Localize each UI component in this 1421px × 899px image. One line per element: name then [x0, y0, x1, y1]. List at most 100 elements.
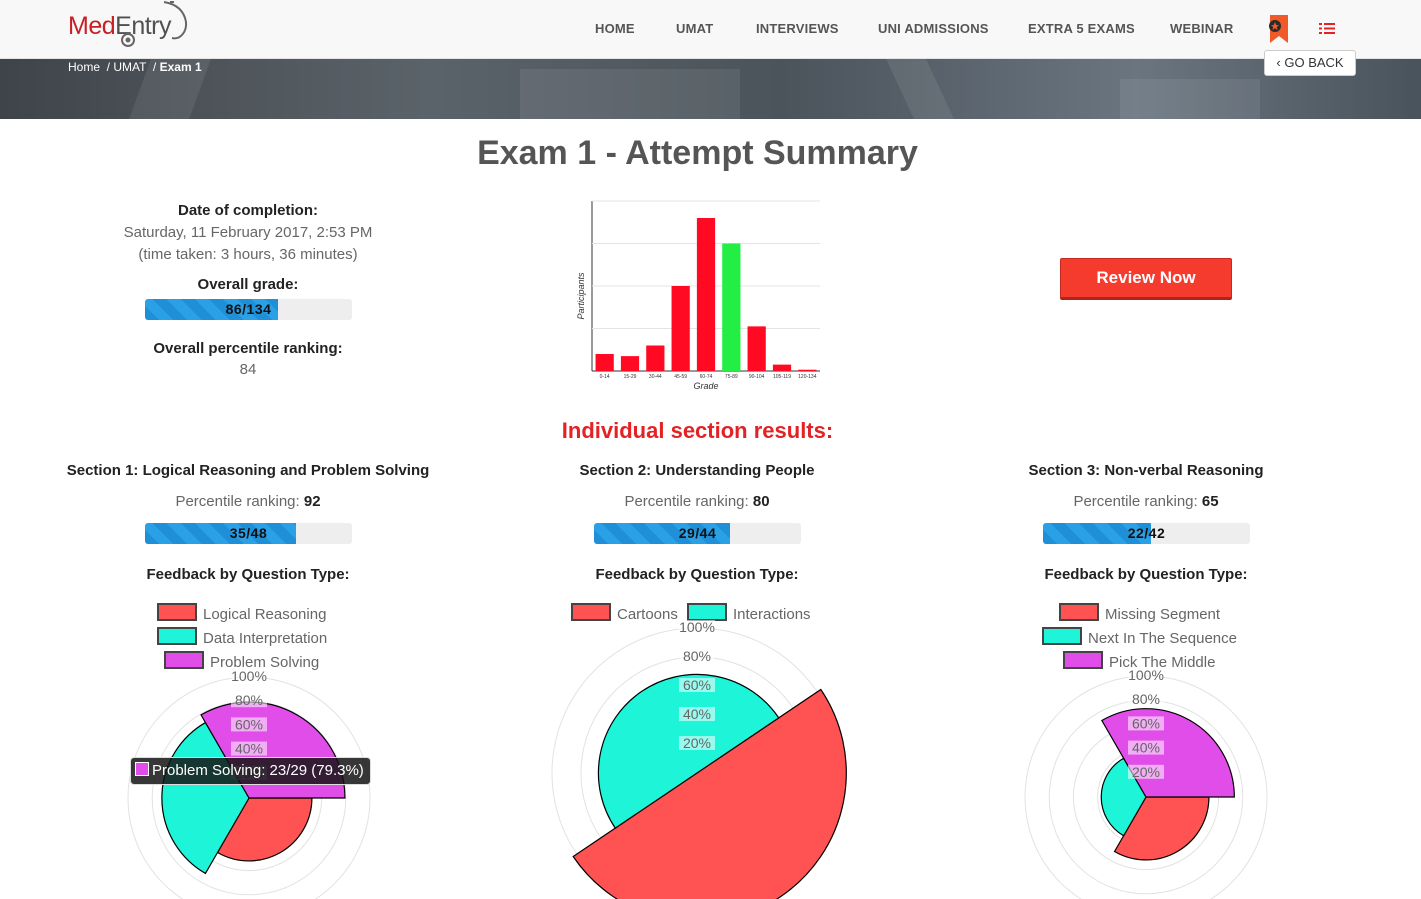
medentry-logo[interactable]: MedEntry	[68, 12, 171, 41]
polar-segment-next-in-the-sequence[interactable]	[1100, 757, 1147, 837]
date-value: Saturday, 11 February 2017, 2:53 PM	[123, 224, 373, 241]
legend-item-problem-solving[interactable]: Problem Solving	[164, 651, 319, 671]
tick-backdrop	[231, 717, 267, 732]
radial-tick-label: 40%	[683, 706, 711, 722]
logo-med: Med	[68, 12, 116, 40]
radial-tick-label: 100%	[231, 668, 267, 684]
chart-tooltip: Problem Solving: 23/29 (79.3%)	[130, 757, 371, 785]
histogram-bar[interactable]	[671, 286, 690, 371]
x-axis-label: Grade	[693, 381, 718, 391]
section-2-score-text: 29/44	[678, 525, 717, 541]
time-taken: (time taken: 3 hours, 36 minutes)	[138, 246, 358, 263]
histogram-bar[interactable]	[620, 356, 640, 371]
radial-tick-label: 20%	[683, 735, 711, 751]
section-2-polar-chart: 20% 40% 60% 80% 100%	[551, 619, 847, 899]
legend-item-data-interpretation[interactable]: Data Interpretation	[157, 627, 327, 647]
hero-banner	[0, 59, 1421, 119]
nav-extra-5-exams[interactable]: EXTRA 5 EXAMS	[1028, 21, 1135, 36]
page-title: Exam 1 - Attempt Summary	[477, 134, 918, 172]
section-3-score-text: 22/42	[1127, 525, 1166, 541]
section-3-polar-chart: 20% 40% 60% 80% 100%	[1024, 667, 1268, 899]
bookmark-icon[interactable]	[1264, 13, 1296, 45]
section-1-percentile: Percentile ranking: 92	[175, 493, 321, 510]
x-tick-label: 45-59	[674, 374, 687, 380]
section-3-score-bar: 22/42	[1043, 523, 1250, 544]
tick-backdrop	[679, 678, 715, 692]
overall-grade-text: 86/134	[225, 301, 272, 317]
red-swatch-icon	[1059, 603, 1099, 621]
section-1-score-fill	[145, 523, 296, 544]
x-tick-label: 120-134	[798, 374, 817, 380]
overall-grade-bar: 86/134	[145, 299, 352, 320]
cyan-swatch-icon	[157, 627, 197, 645]
radial-tick-label: 60%	[235, 716, 263, 732]
percentile-label: Overall percentile ranking:	[153, 340, 343, 357]
nav-umat[interactable]: UMAT	[676, 21, 714, 36]
legend-item-pick-the-middle[interactable]: Pick The Middle	[1063, 651, 1215, 671]
radial-tick-label: 60%	[1132, 715, 1160, 731]
nav-uni-admissions[interactable]: UNI ADMISSIONS	[878, 21, 989, 36]
histogram-bar[interactable]	[595, 354, 614, 371]
legend-item-cartoons[interactable]: Cartoons	[571, 603, 678, 623]
polar-segment-cartoons[interactable]	[572, 688, 847, 899]
x-tick-label: 105-119	[773, 374, 791, 380]
chevron-left-icon: ‹	[1276, 55, 1281, 70]
review-now-button[interactable]: Review Now	[1060, 258, 1232, 300]
polar-segment-interactions[interactable]	[597, 674, 780, 829]
breadcrumb-umat[interactable]: UMAT	[113, 60, 147, 74]
legend-item-next-in-the-sequence[interactable]: Next In The Sequence	[1042, 627, 1237, 647]
top-navbar: MedEntry HOME UMAT INTERVIEWS UNI ADMISS…	[0, 0, 1421, 59]
section-3-percentile-value: 65	[1201, 493, 1219, 510]
radial-tick-label: 80%	[1132, 691, 1160, 707]
nav-home[interactable]: HOME	[595, 21, 635, 36]
radial-tick-label: 80%	[235, 692, 263, 708]
tick-backdrop	[679, 736, 715, 750]
nav-interviews[interactable]: INTERVIEWS	[756, 21, 839, 36]
polar-segment-logical-reasoning[interactable]	[216, 797, 313, 862]
radial-tick-label: 100%	[1128, 667, 1164, 683]
section-1-score-bar: 35/48	[145, 523, 352, 544]
nav-webinar[interactable]: WEBINAR	[1170, 21, 1234, 36]
histogram-bar[interactable]	[747, 326, 766, 371]
tick-backdrop	[231, 669, 267, 683]
legend-item-missing-segment[interactable]: Missing Segment	[1059, 603, 1220, 623]
tooltip-text: Problem Solving: 23/29 (79.3%)	[152, 762, 364, 779]
red-swatch-icon	[571, 603, 611, 621]
x-tick-label: 0-14	[600, 374, 610, 380]
histogram-bar[interactable]	[722, 243, 741, 372]
breadcrumb-home[interactable]: Home	[68, 60, 101, 74]
x-tick-label: 75-89	[725, 374, 738, 380]
histogram-bar[interactable]	[696, 218, 716, 371]
breadcrumb-current: Exam 1	[159, 60, 202, 74]
breadcrumb: Home / UMAT / Exam 1	[68, 60, 202, 74]
tick-backdrop	[1128, 764, 1164, 779]
histogram-bar[interactable]	[646, 345, 665, 372]
section-2-title: Section 2: Understanding People	[579, 462, 815, 479]
histogram-bar[interactable]	[772, 364, 792, 371]
section-1-feedback-label: Feedback by Question Type:	[146, 566, 350, 583]
radial-tick-label: 40%	[1132, 740, 1160, 756]
section-2-percentile-value: 80	[752, 493, 770, 510]
legend-item-logical-reasoning[interactable]: Logical Reasoning	[157, 603, 326, 623]
cyan-swatch-icon	[1042, 627, 1082, 645]
menu-list-icon[interactable]	[1319, 22, 1335, 35]
tick-backdrop	[679, 707, 715, 721]
x-tick-label: 30-44	[649, 374, 662, 380]
stethoscope-icon	[121, 1, 188, 47]
tick-backdrop	[1128, 668, 1164, 682]
tick-backdrop	[231, 693, 267, 708]
histogram-bar[interactable]	[798, 369, 817, 371]
section-2-percentile: Percentile ranking: 80	[624, 493, 770, 510]
section-3-feedback-label: Feedback by Question Type:	[1044, 566, 1248, 583]
section-2-score-bar: 29/44	[594, 523, 801, 544]
x-tick-label: 15-29	[624, 374, 637, 380]
go-back-button[interactable]: ‹ GO BACK	[1264, 50, 1356, 76]
overall-grade-fill	[145, 299, 278, 320]
tick-backdrop	[1128, 716, 1164, 731]
magenta-swatch-icon	[135, 762, 149, 776]
tick-backdrop	[231, 741, 267, 756]
red-swatch-icon	[157, 603, 197, 621]
section-1-percentile-value: 92	[303, 493, 321, 510]
section-3-title: Section 3: Non-verbal Reasoning	[1028, 462, 1264, 479]
polar-segment-missing-segment[interactable]	[1113, 796, 1210, 861]
